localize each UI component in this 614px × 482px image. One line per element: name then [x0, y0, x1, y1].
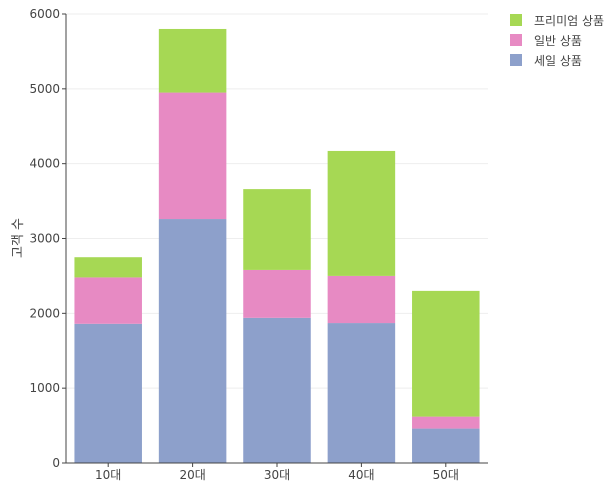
bar-segment	[74, 257, 142, 278]
y-tick-label: 3000	[29, 232, 60, 246]
bar-segment	[243, 317, 311, 463]
y-tick-label: 6000	[29, 7, 60, 21]
bars	[74, 28, 480, 463]
y-tick-label: 0	[52, 456, 60, 470]
bar-segment	[327, 150, 396, 276]
y-tick-label: 4000	[29, 157, 60, 171]
x-tick-label: 10대	[95, 468, 121, 482]
x-tick-label: 20대	[179, 468, 205, 482]
y-tick-label: 1000	[29, 381, 60, 395]
bar-segment	[74, 277, 142, 324]
y-tick-label: 2000	[29, 306, 60, 320]
bar-segment	[243, 269, 311, 318]
bar-segment	[412, 416, 480, 429]
bar-segment	[243, 189, 311, 270]
bar-segment	[327, 275, 396, 324]
bar-segment	[158, 28, 227, 93]
legend-label: 세일 상품	[534, 54, 582, 68]
y-tick-label: 5000	[29, 82, 60, 96]
bar-segment	[158, 92, 227, 220]
bar-segment	[74, 323, 142, 463]
legend-swatch	[510, 34, 522, 46]
x-axis-ticks: 10대 20대 30대 40대 50대	[95, 463, 459, 482]
bar-segment	[158, 219, 227, 463]
legend-swatch	[510, 54, 522, 66]
y-axis-title: 고객 수	[11, 218, 26, 258]
legend-swatch	[510, 14, 522, 26]
x-tick-label: 30대	[264, 468, 290, 482]
y-axis-ticks: 0 1000 2000 3000 4000 5000 6000	[29, 7, 66, 470]
x-tick-label: 40대	[348, 468, 374, 482]
bar-segment	[327, 323, 396, 463]
legend-label: 일반 상품	[534, 34, 582, 48]
legend-label: 프리미엄 상품	[534, 14, 604, 28]
bar-segment	[412, 290, 480, 417]
x-tick-label: 50대	[433, 468, 459, 482]
bar-segment	[412, 428, 480, 463]
